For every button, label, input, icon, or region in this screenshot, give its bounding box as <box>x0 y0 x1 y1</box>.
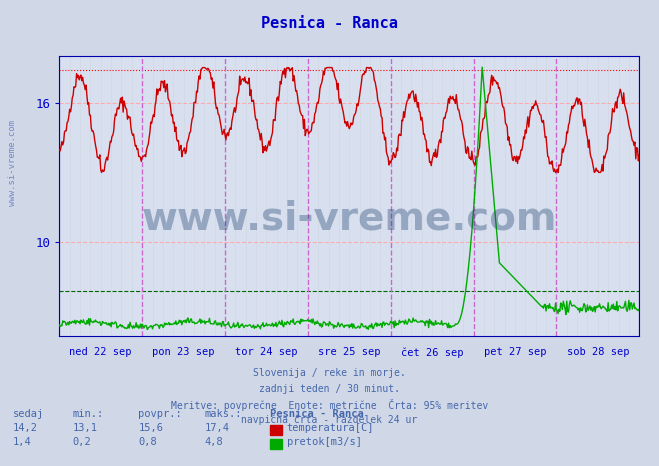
Text: sre 25 sep: sre 25 sep <box>318 347 380 357</box>
Text: 15,6: 15,6 <box>138 424 163 433</box>
Text: Slovenija / reke in morje.: Slovenija / reke in morje. <box>253 368 406 378</box>
Text: Meritve: povprečne  Enote: metrične  Črta: 95% meritev: Meritve: povprečne Enote: metrične Črta:… <box>171 399 488 411</box>
Text: 1,4: 1,4 <box>13 438 32 447</box>
Text: sedaj: sedaj <box>13 410 44 419</box>
Text: pet 27 sep: pet 27 sep <box>484 347 546 357</box>
Text: sob 28 sep: sob 28 sep <box>567 347 629 357</box>
Text: ned 22 sep: ned 22 sep <box>69 347 132 357</box>
Text: pon 23 sep: pon 23 sep <box>152 347 215 357</box>
Text: 17,4: 17,4 <box>204 424 229 433</box>
Text: 14,2: 14,2 <box>13 424 38 433</box>
Text: povpr.:: povpr.: <box>138 410 182 419</box>
Text: 0,8: 0,8 <box>138 438 157 447</box>
Text: Pesnica - Ranca: Pesnica - Ranca <box>261 16 398 31</box>
Text: navpična črta - razdelek 24 ur: navpična črta - razdelek 24 ur <box>241 414 418 425</box>
Text: 4,8: 4,8 <box>204 438 223 447</box>
Text: pretok[m3/s]: pretok[m3/s] <box>287 438 362 447</box>
Text: min.:: min.: <box>72 410 103 419</box>
Text: www.si-vreme.com: www.si-vreme.com <box>8 120 17 206</box>
Text: www.si-vreme.com: www.si-vreme.com <box>142 199 557 237</box>
Text: 0,2: 0,2 <box>72 438 91 447</box>
Text: čet 26 sep: čet 26 sep <box>401 347 463 358</box>
Text: tor 24 sep: tor 24 sep <box>235 347 298 357</box>
Text: 13,1: 13,1 <box>72 424 98 433</box>
Text: temperatura[C]: temperatura[C] <box>287 424 374 433</box>
Text: Pesnica - Ranca: Pesnica - Ranca <box>270 410 364 419</box>
Text: zadnji teden / 30 minut.: zadnji teden / 30 minut. <box>259 384 400 393</box>
Text: maks.:: maks.: <box>204 410 242 419</box>
